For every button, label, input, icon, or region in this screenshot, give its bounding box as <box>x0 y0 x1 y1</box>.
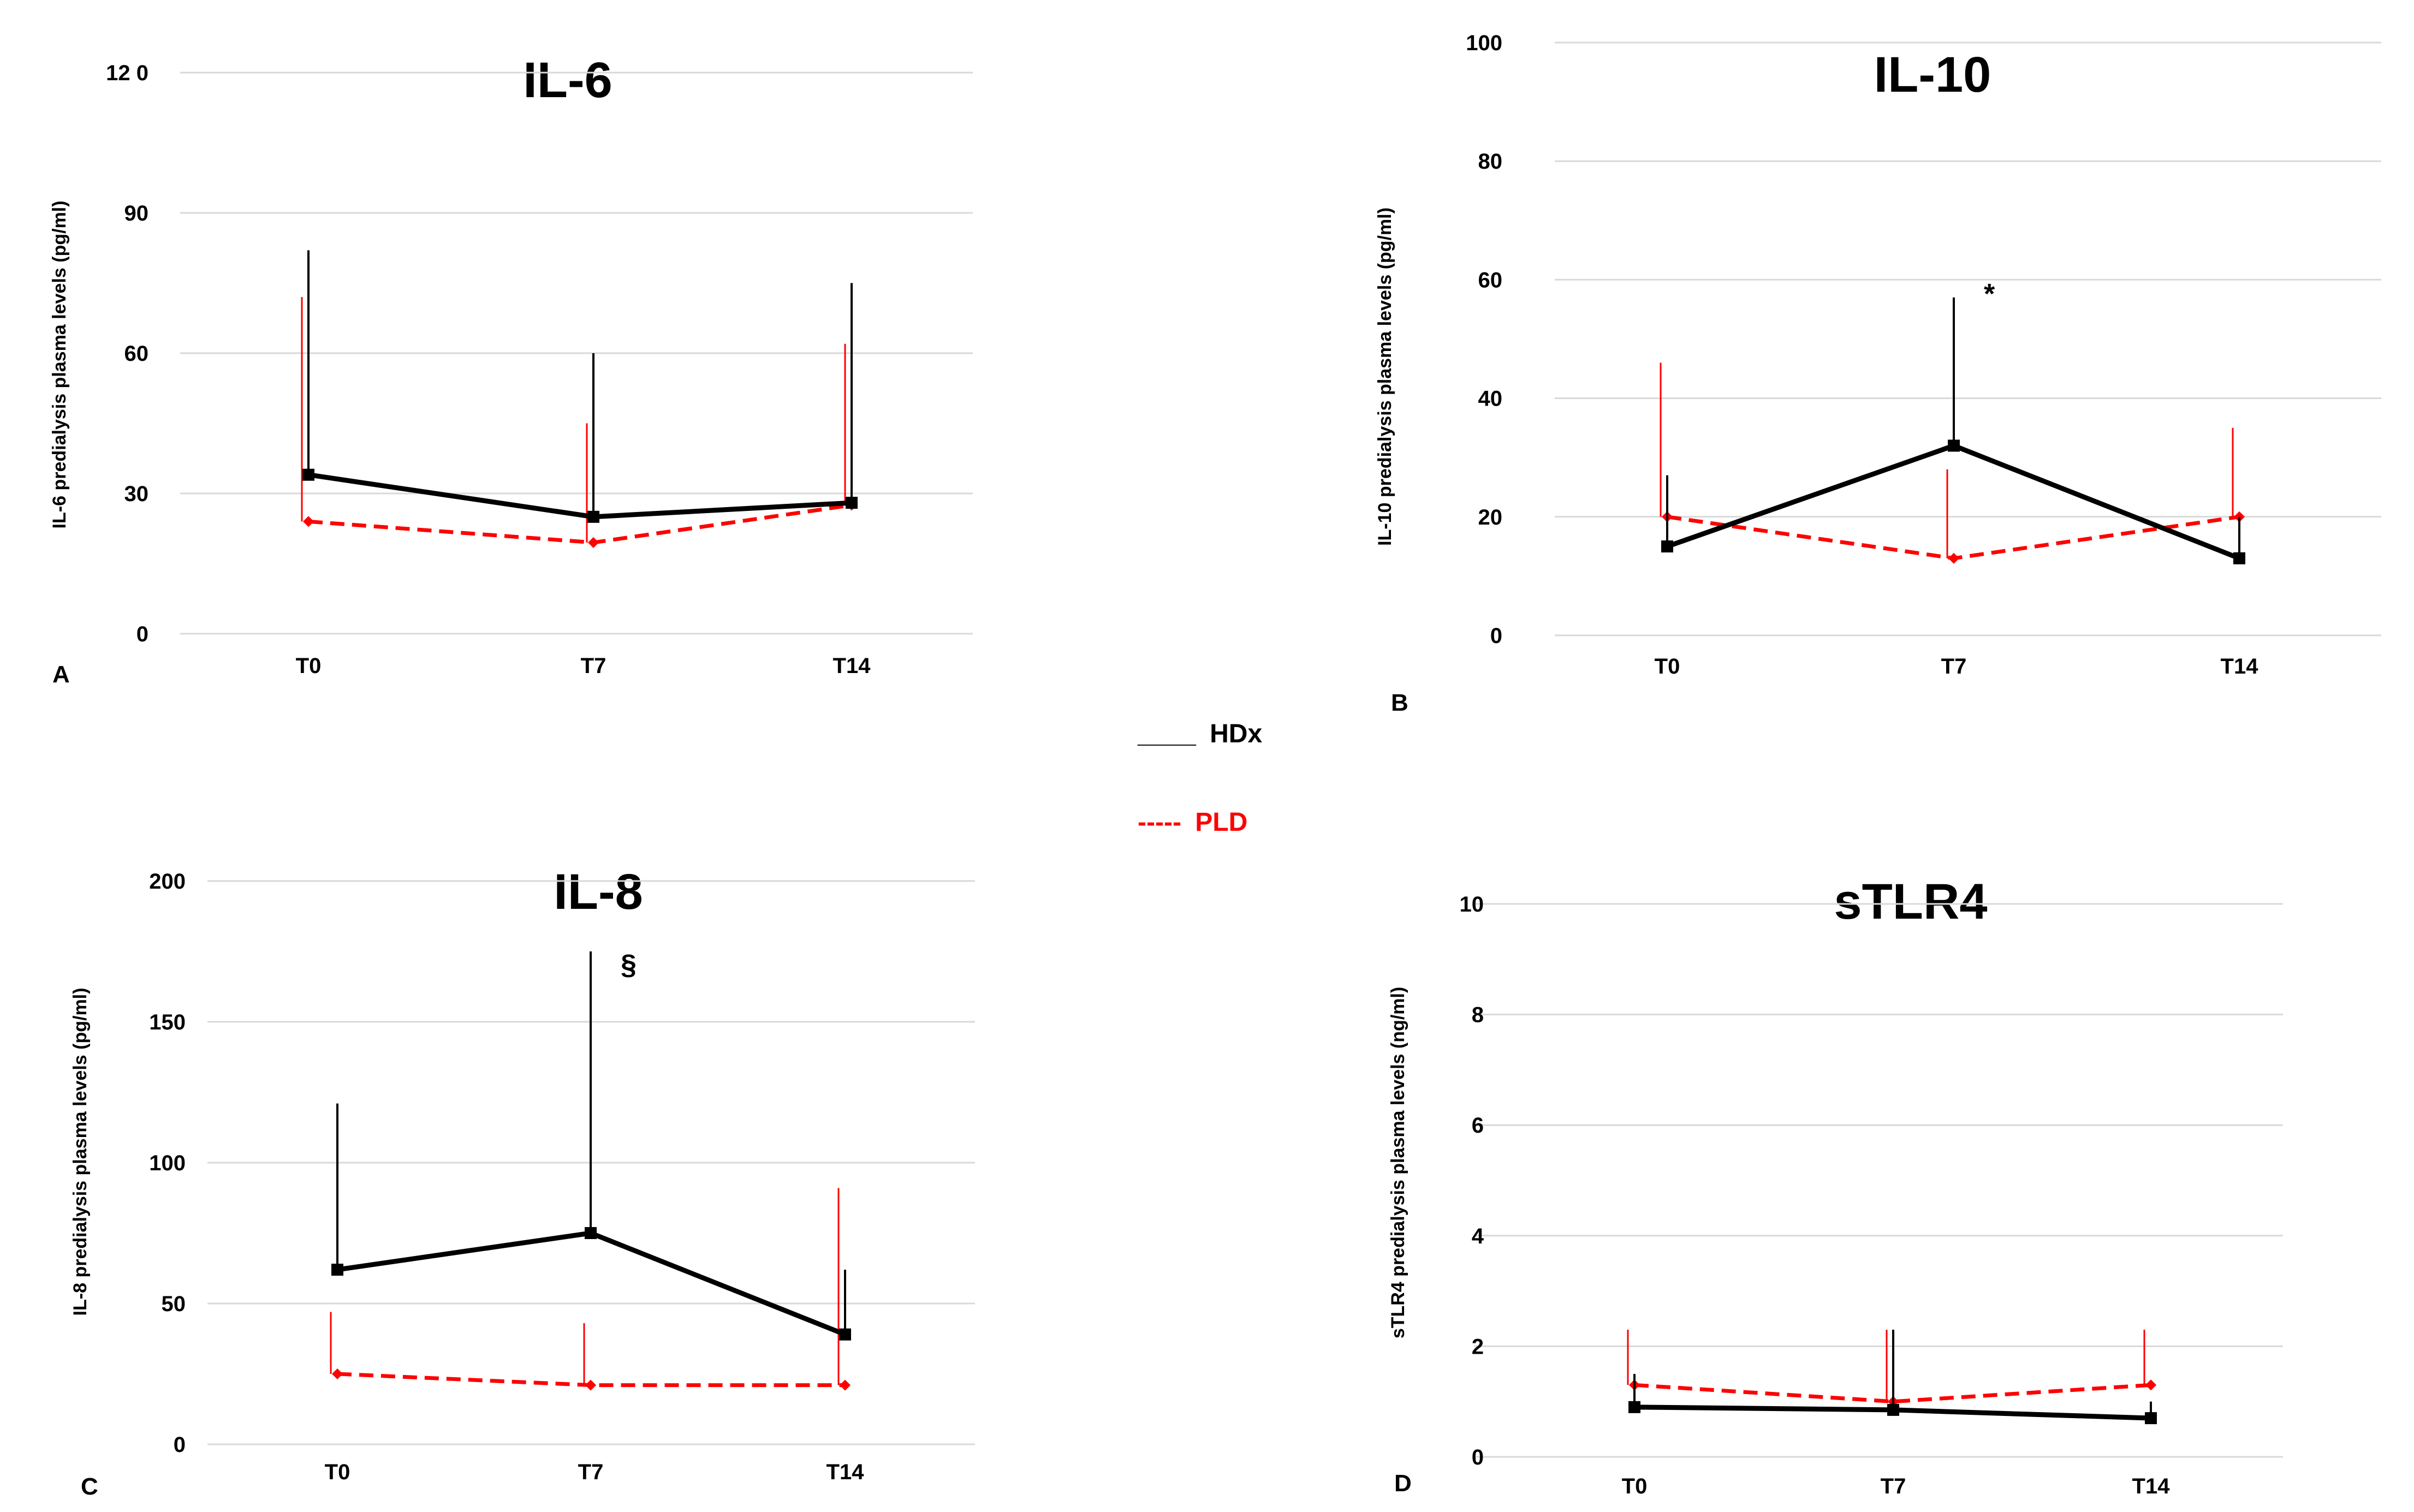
legend-hdx: ____ HDx <box>1137 719 1262 748</box>
chart-title: sTLR4 <box>1834 874 1987 930</box>
y-tick-label: 50 <box>162 1292 186 1316</box>
y-tick-label: 0 <box>174 1433 186 1457</box>
legend: ____ HDx ----- PLD <box>1137 719 1262 837</box>
panel-d: sTLR4 sTLR4 predialysis plasma levels (n… <box>1388 874 2283 1498</box>
pld-point <box>588 537 599 548</box>
significance-annotation: * <box>1984 278 1995 310</box>
hdx-point <box>839 1328 851 1341</box>
y-tick-label: 60 <box>124 342 149 366</box>
x-tick-label: T7 <box>1881 1474 1906 1498</box>
hdx-series-line <box>308 472 852 520</box>
x-tick-label: T7 <box>581 654 607 678</box>
panel-c: IL-8 IL-8 predialysis plasma levels (pg/… <box>70 864 975 1500</box>
hdx-point <box>2233 552 2245 564</box>
y-tick-label: 150 <box>149 1010 186 1034</box>
x-tick-label: T0 <box>1622 1474 1648 1498</box>
hdx-series-line <box>1666 443 2240 561</box>
y-tick-label: 0 <box>1472 1445 1484 1469</box>
y-tick-label: 60 <box>1478 268 1503 292</box>
chart-title: IL-6 <box>523 52 613 108</box>
y-axis-label: IL-6 predialysis plasma levels (pg/ml) <box>49 201 70 529</box>
legend-pld-label: PLD <box>1195 808 1247 837</box>
x-tick-label: T0 <box>325 1460 350 1484</box>
hdx-point <box>2145 1412 2157 1425</box>
y-tick-label: 200 <box>149 870 186 894</box>
x-tick-label: T14 <box>833 654 871 678</box>
significance-annotation: § <box>621 949 637 980</box>
y-tick-label: 90 <box>124 201 149 225</box>
hdx-point <box>587 510 599 523</box>
panel-b: IL-10 IL-10 predialysis plasma levels (p… <box>1375 31 2381 716</box>
hdx-point <box>1948 439 1960 452</box>
hdx-point <box>846 497 858 509</box>
x-tick-label: T0 <box>296 654 322 678</box>
y-tick-label: 12 0 <box>106 61 148 85</box>
hdx-point <box>1661 540 1673 553</box>
y-tick-label: 80 <box>1478 150 1503 174</box>
legend-pld-line: ----- <box>1138 808 1181 837</box>
y-tick-label: 100 <box>149 1151 186 1175</box>
x-tick-label: T0 <box>1655 654 1680 678</box>
pld-point <box>2145 1379 2156 1391</box>
y-tick-label: 100 <box>1466 31 1502 55</box>
x-tick-label: T7 <box>1941 654 1967 678</box>
chart-title: IL-10 <box>1874 47 1991 103</box>
panel-a: IL-6 IL-6 predialysis plasma levels (pg/… <box>49 52 973 688</box>
x-tick-label: T14 <box>2221 654 2259 678</box>
y-tick-label: 10 <box>1460 892 1484 916</box>
panel-letter: C <box>81 1473 98 1500</box>
hdx-series-line <box>337 1230 846 1337</box>
y-tick-label: 20 <box>1478 505 1503 529</box>
panel-letter: A <box>52 661 70 688</box>
panel-letter: B <box>1391 689 1408 716</box>
chart-title: IL-8 <box>554 864 643 920</box>
pld-series-line <box>308 503 852 545</box>
pld-point <box>840 1379 851 1391</box>
pld-point <box>1948 552 1959 564</box>
y-tick-label: 40 <box>1478 387 1503 411</box>
y-tick-label: 4 <box>1472 1224 1484 1248</box>
hdx-point <box>585 1227 597 1239</box>
x-tick-label: T7 <box>578 1460 604 1484</box>
y-tick-label: 0 <box>136 622 148 646</box>
hdx-point <box>331 1264 343 1276</box>
y-axis-label: sTLR4 predialysis plasma levels (ng/ml) <box>1388 987 1408 1338</box>
y-tick-label: 2 <box>1472 1335 1484 1359</box>
y-tick-label: 6 <box>1472 1114 1484 1138</box>
y-axis-label: IL-10 predialysis plasma levels (pg/ml) <box>1375 207 1395 546</box>
panel-letter: D <box>1394 1470 1412 1497</box>
pld-point <box>303 516 314 527</box>
y-tick-label: 0 <box>1490 624 1502 648</box>
y-axis-label: IL-8 predialysis plasma levels (pg/ml) <box>70 988 91 1316</box>
x-tick-label: T14 <box>827 1460 865 1484</box>
legend-hdx-line: ____ <box>1137 719 1197 748</box>
pld-point <box>332 1368 343 1379</box>
legend-pld: ----- PLD <box>1138 808 1247 837</box>
hdx-point <box>1628 1401 1640 1413</box>
y-tick-label: 30 <box>124 482 149 506</box>
hdx-point <box>1887 1403 1899 1416</box>
x-tick-label: T14 <box>2132 1474 2171 1498</box>
y-tick-label: 8 <box>1472 1003 1484 1027</box>
legend-hdx-label: HDx <box>1210 719 1262 748</box>
pld-point <box>585 1379 596 1391</box>
hdx-point <box>302 468 314 481</box>
